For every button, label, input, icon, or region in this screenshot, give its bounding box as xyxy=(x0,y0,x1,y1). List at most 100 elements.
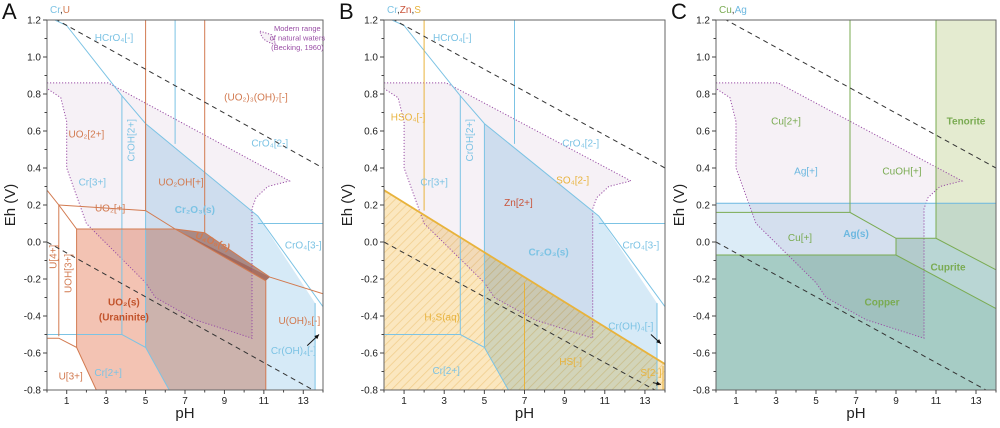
x-axis-label: pH xyxy=(175,405,194,422)
y-axis-label: Eh (V) xyxy=(339,184,356,227)
element-name: , xyxy=(732,5,735,16)
x-tick-label: 9 xyxy=(562,396,568,407)
y-tick-label: 0.4 xyxy=(364,164,378,175)
x-tick-label: 3 xyxy=(441,396,447,407)
plot-area xyxy=(47,20,323,390)
x-tick-label: 11 xyxy=(259,396,270,407)
y-tick-label: 0.0 xyxy=(364,238,378,249)
y-tick-label: 1.0 xyxy=(27,53,41,64)
element-name: Ag xyxy=(735,5,747,16)
phase-label: Copper xyxy=(865,298,900,309)
x-tick-label: 13 xyxy=(298,396,310,407)
cuprite-region xyxy=(896,238,996,309)
x-tick-label: 13 xyxy=(639,396,651,407)
natural-waters-boundary xyxy=(384,82,633,339)
phase-label: H₂S(aq) xyxy=(424,312,460,323)
phase-label: SO₄[2-] xyxy=(556,176,589,187)
y-tick-label: -0.4 xyxy=(361,312,379,323)
phase-label: Cr₂O₃(s) xyxy=(528,248,568,259)
tenorite-region xyxy=(936,20,996,270)
phase-boundary xyxy=(384,334,509,390)
y-tick-label: 0.8 xyxy=(696,90,710,101)
y-tick-label: 1.2 xyxy=(27,16,41,27)
y-tick-label: 0.0 xyxy=(27,238,41,249)
y-tick-label: -0.4 xyxy=(24,312,42,323)
element-name: Cr xyxy=(50,5,61,16)
panel-b: HCrO₄[-] HSO₄[-] CrOH[2+] CrO₄[2-] Cr[3+] SO₄… xyxy=(339,0,666,422)
phase-label: Ag(s) xyxy=(843,229,869,240)
y-tick-label: 0.2 xyxy=(364,201,378,212)
phase-label: (Uraninite) xyxy=(99,312,149,323)
y-axis-label: Eh (V) xyxy=(2,184,19,227)
y-tick-label: -0.2 xyxy=(693,275,711,286)
phase-label: Cr[3+] xyxy=(420,177,448,188)
x-tick-label: 7 xyxy=(853,396,859,407)
y-tick-label: 0.6 xyxy=(696,127,710,138)
phase-label: S[2-] xyxy=(640,368,661,379)
phase-label: CuOH[+] xyxy=(882,166,921,177)
phase-label: Tenorite xyxy=(947,116,986,127)
phase-label: Cuprite xyxy=(931,263,966,274)
y-tick-label: -0.8 xyxy=(361,386,379,397)
y-tick-label: 1.0 xyxy=(696,53,710,64)
legend-text: Modern range xyxy=(274,24,321,33)
x-tick-label: 1 xyxy=(401,396,407,407)
x-tick-label: 1 xyxy=(64,396,70,407)
water-reduction-line xyxy=(47,241,315,390)
y-tick-label: -0.2 xyxy=(361,275,379,286)
y-tick-label: 0.4 xyxy=(696,164,710,175)
phase-label: U(OH)₅[-] xyxy=(278,316,320,327)
element-name: , xyxy=(60,5,63,16)
y-tick-label: 0.6 xyxy=(27,127,41,138)
phase-label: Cr[3+] xyxy=(79,177,107,188)
element-name: S xyxy=(414,5,421,16)
y-tick-label: -0.2 xyxy=(24,275,42,286)
y-tick-label: 0.6 xyxy=(364,127,378,138)
y-tick-label: -0.6 xyxy=(24,349,42,360)
legend-swatch xyxy=(259,30,277,45)
x-axis-label: pH xyxy=(846,405,865,422)
element-header: Cr,U xyxy=(50,5,70,16)
phase-boundary xyxy=(58,204,176,230)
natural-waters-boundary xyxy=(47,82,291,339)
phase-label: Cr[2+] xyxy=(432,366,460,377)
phase-label: UO₂(s) xyxy=(108,298,140,309)
panel-letter: B xyxy=(339,0,354,24)
x-axis-label: pH xyxy=(515,405,534,422)
plot-area xyxy=(384,20,665,390)
arrowhead-icon xyxy=(314,334,320,340)
y-tick-label: 0.8 xyxy=(27,90,41,101)
x-tick-label: 1 xyxy=(733,396,739,407)
y-tick-label: 0.4 xyxy=(27,164,41,175)
phase-label: U[3+] xyxy=(59,372,83,383)
x-tick-label: 9 xyxy=(222,396,228,407)
panel-c: Cu[2+] Tenorite Ag[+] CuOH[+] Cu[+] Ag(s) Cupr… xyxy=(671,0,997,422)
phase-label: HCrO₄[-] xyxy=(95,33,134,44)
element-name: Cu xyxy=(719,5,732,16)
element-name: , xyxy=(411,5,414,16)
phase-label: (UO₂)₃(OH)₇[-] xyxy=(224,92,288,103)
phase-label: CrOH[2+] xyxy=(465,119,476,162)
arrowhead-icon xyxy=(656,339,661,344)
phase-label: HS[-] xyxy=(559,357,582,368)
phase-boundary xyxy=(174,228,267,390)
y-tick-label: 0.0 xyxy=(696,238,710,249)
phase-label: Cr₂O₃(s) xyxy=(175,205,215,216)
y-tick-label: -0.6 xyxy=(361,349,379,360)
uo2-region xyxy=(76,229,270,390)
phase-label: Cr[2+] xyxy=(94,368,122,379)
panel-letter: C xyxy=(671,0,687,24)
phase-label: CrO₄[3-] xyxy=(622,240,659,251)
y-tick-label: -0.8 xyxy=(24,386,42,397)
phase-label: UO₂[2+] xyxy=(69,129,105,140)
y-tick-label: -0.6 xyxy=(693,349,711,360)
phase-label: HSO₄[-] xyxy=(391,113,426,124)
legend-text: (Becking, 1960) xyxy=(271,43,324,52)
y-tick-label: 1.0 xyxy=(364,53,378,64)
x-tick-label: 5 xyxy=(143,396,149,407)
legend-text: of natural waters xyxy=(270,34,326,43)
plot-area xyxy=(716,20,996,390)
phase-boundary xyxy=(47,334,170,390)
y-tick-label: 0.8 xyxy=(364,90,378,101)
phase-label: UO₂OH[+] xyxy=(158,177,204,188)
